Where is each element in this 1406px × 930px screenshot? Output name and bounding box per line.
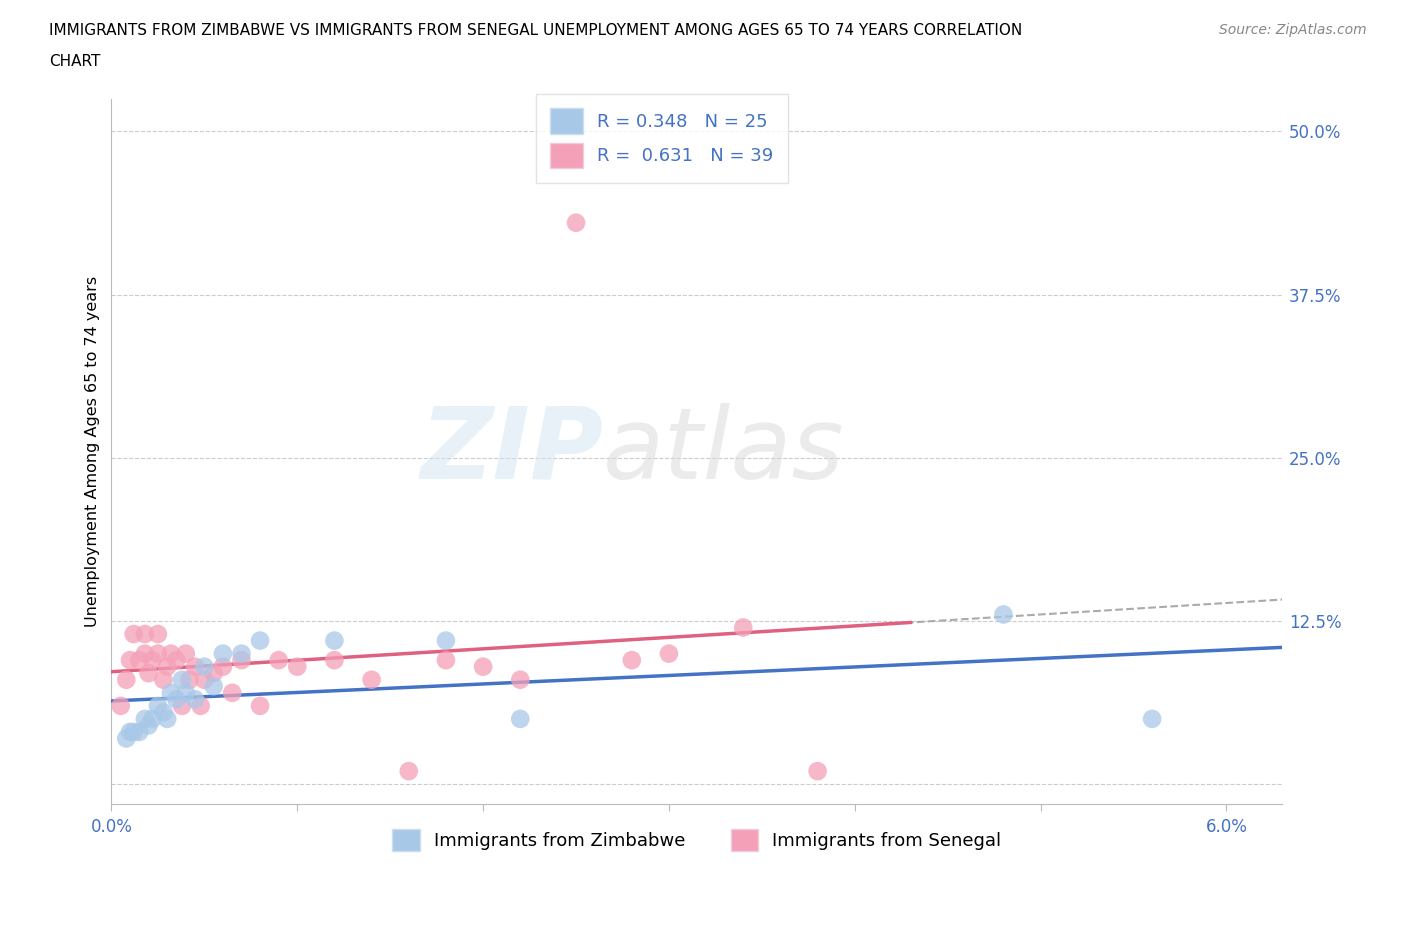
Point xyxy=(190,698,212,713)
Point xyxy=(118,724,141,739)
Point xyxy=(156,711,179,726)
Point xyxy=(128,724,150,739)
Text: atlas: atlas xyxy=(603,403,845,499)
Point xyxy=(193,659,215,674)
Point xyxy=(193,672,215,687)
Point xyxy=(174,646,197,661)
Point xyxy=(267,653,290,668)
Point xyxy=(160,646,183,661)
Text: IMMIGRANTS FROM ZIMBABWE VS IMMIGRANTS FROM SENEGAL UNEMPLOYMENT AMONG AGES 65 T: IMMIGRANTS FROM ZIMBABWE VS IMMIGRANTS F… xyxy=(49,23,1022,38)
Point xyxy=(115,731,138,746)
Point xyxy=(146,698,169,713)
Point xyxy=(122,724,145,739)
Point xyxy=(152,672,174,687)
Point xyxy=(434,633,457,648)
Point xyxy=(212,646,235,661)
Point xyxy=(122,627,145,642)
Point xyxy=(202,679,225,694)
Point xyxy=(993,607,1015,622)
Point xyxy=(134,627,156,642)
Point xyxy=(658,646,681,661)
Point xyxy=(509,711,531,726)
Text: CHART: CHART xyxy=(49,54,101,69)
Point xyxy=(807,764,830,778)
Point xyxy=(184,659,207,674)
Point xyxy=(141,711,163,726)
Y-axis label: Unemployment Among Ages 65 to 74 years: Unemployment Among Ages 65 to 74 years xyxy=(86,275,100,627)
Point xyxy=(146,646,169,661)
Point xyxy=(323,653,346,668)
Point xyxy=(179,672,201,687)
Point xyxy=(202,666,225,681)
Point xyxy=(212,659,235,674)
Point xyxy=(472,659,495,674)
Point xyxy=(565,216,588,231)
Point xyxy=(128,653,150,668)
Point xyxy=(146,627,169,642)
Point xyxy=(160,685,183,700)
Point xyxy=(285,659,308,674)
Point xyxy=(156,659,179,674)
Point xyxy=(166,692,188,707)
Point xyxy=(249,633,271,648)
Point xyxy=(134,646,156,661)
Point xyxy=(509,672,531,687)
Point xyxy=(138,718,160,733)
Point xyxy=(398,764,420,778)
Point xyxy=(434,653,457,668)
Point xyxy=(118,653,141,668)
Text: Source: ZipAtlas.com: Source: ZipAtlas.com xyxy=(1219,23,1367,37)
Point xyxy=(152,705,174,720)
Point xyxy=(231,653,253,668)
Point xyxy=(134,711,156,726)
Text: ZIP: ZIP xyxy=(420,403,603,499)
Point xyxy=(1140,711,1163,726)
Point xyxy=(231,646,253,661)
Point xyxy=(110,698,132,713)
Point xyxy=(620,653,643,668)
Legend: Immigrants from Zimbabwe, Immigrants from Senegal: Immigrants from Zimbabwe, Immigrants fro… xyxy=(385,822,1008,858)
Point xyxy=(166,653,188,668)
Point xyxy=(221,685,243,700)
Point xyxy=(323,633,346,648)
Point xyxy=(170,698,193,713)
Point xyxy=(141,653,163,668)
Point xyxy=(115,672,138,687)
Point xyxy=(360,672,382,687)
Point xyxy=(733,620,755,635)
Point xyxy=(138,666,160,681)
Point xyxy=(170,672,193,687)
Point xyxy=(184,692,207,707)
Point xyxy=(174,685,197,700)
Point xyxy=(249,698,271,713)
